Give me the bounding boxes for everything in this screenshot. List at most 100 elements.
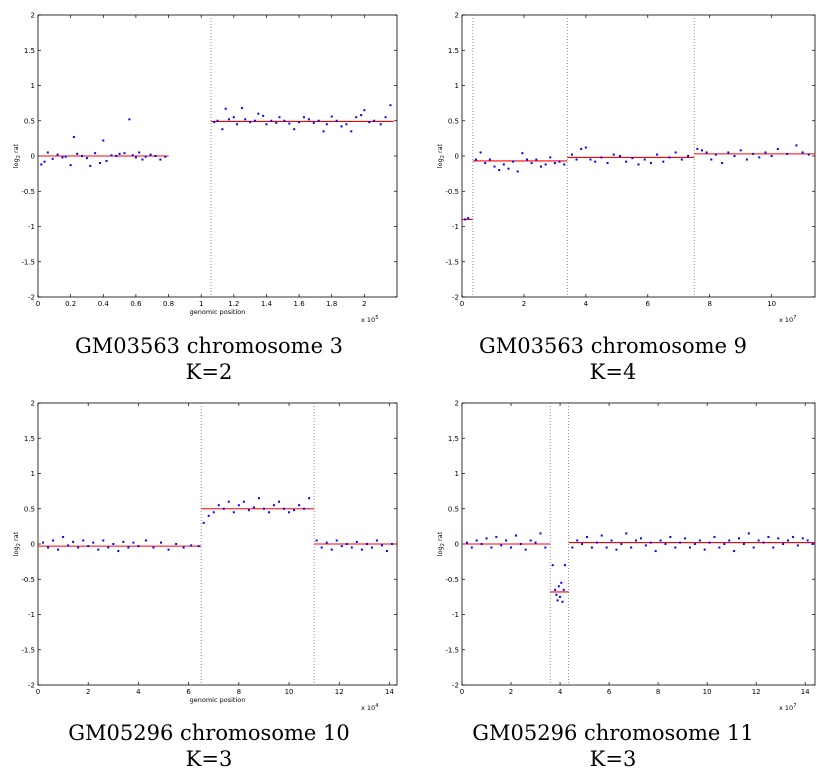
data-point (254, 119, 257, 122)
scatter-plot-gm05296-chr11: -2 -1.5 -1 -0.5 0 0.5 1 1.5 2 0 2 4 6 8 10 12 14 x 107 log… (436, 400, 816, 712)
y-tick-label: -0.5 (21, 188, 35, 196)
data-point (144, 539, 147, 542)
y-tick-label: 0 (455, 541, 459, 549)
data-point (505, 539, 508, 542)
data-point (464, 218, 467, 221)
data-point (631, 157, 634, 160)
data-point (615, 548, 618, 551)
data-point (345, 123, 348, 126)
data-point (796, 544, 799, 547)
data-point (40, 163, 43, 166)
data-point (213, 121, 216, 124)
caption-title: GM03563 chromosome 3 (74, 334, 344, 358)
data-point (149, 153, 152, 156)
data-point (662, 160, 665, 163)
data-point (97, 548, 100, 551)
x-axis-multiplier-base: x 10 (779, 704, 793, 712)
data-point (738, 537, 741, 540)
data-point (485, 537, 488, 540)
data-point (61, 156, 64, 159)
x-tick-label: 1.8 (326, 300, 337, 308)
chart-panel-gm03563-chr3: -2 -1.5 -1 -0.5 0 0.5 1 1.5 2 0 0.2 0.4 0.6 0.8 1 1.2 1.… (0, 0, 408, 330)
caption-title: GM05296 chromosome 10 (68, 721, 350, 745)
data-point (733, 155, 736, 157)
data-point (479, 151, 482, 154)
data-point (350, 546, 353, 549)
data-point (544, 163, 547, 166)
data-point (757, 539, 760, 542)
data-point (625, 160, 628, 163)
data-point (87, 545, 90, 548)
data-point (776, 147, 779, 150)
data-point (556, 599, 559, 602)
data-point (500, 544, 503, 547)
data-point (99, 162, 102, 165)
data-point (122, 540, 125, 543)
data-point (554, 588, 557, 591)
data-point (360, 114, 363, 117)
data-point (303, 507, 306, 510)
data-point (811, 543, 814, 545)
x-tick-label: 1.6 (294, 300, 306, 308)
data-point (806, 539, 809, 542)
data-point (123, 152, 126, 155)
data-point (57, 548, 60, 551)
data-point (340, 125, 343, 128)
y-tick-label: -2 (452, 294, 459, 302)
y-axis-label-suffix: rat (436, 143, 444, 155)
data-point (340, 545, 343, 548)
x-tick-label: 8 (656, 688, 660, 696)
data-point (742, 543, 745, 545)
data-point (654, 550, 657, 553)
data-point (51, 157, 54, 160)
data-point (355, 540, 358, 543)
x-tick-label: 6 (607, 688, 612, 696)
y-tick-label: -0.5 (445, 188, 459, 196)
data-point (625, 532, 628, 535)
y-tick-label: -1 (452, 223, 459, 231)
y-tick-label: -1 (28, 223, 35, 231)
y-tick-label: -0.5 (445, 576, 459, 584)
data-point (118, 152, 121, 155)
data-point (207, 514, 210, 517)
x-axis-multiplier: x 105 (361, 315, 378, 324)
data-point (363, 109, 366, 112)
x-axis-multiplier-base: x 10 (361, 316, 375, 324)
y-tick-label: 0.5 (24, 117, 35, 125)
y-tick-label: 1 (31, 470, 35, 478)
data-point (373, 119, 376, 122)
data-point (283, 119, 286, 122)
x-tick-label: 1 (199, 300, 203, 308)
data-point (317, 119, 320, 122)
data-point (242, 500, 245, 503)
data-point (529, 539, 532, 542)
x-axis-label: genomic position (190, 696, 246, 704)
data-point (267, 511, 270, 514)
data-point (786, 152, 789, 155)
data-point (72, 135, 75, 138)
data-point (758, 156, 761, 159)
data-point (77, 546, 80, 549)
x-tick-label: 2 (86, 688, 90, 696)
data-point (330, 115, 333, 118)
data-point (708, 541, 711, 544)
y-tick-label: 1.5 (448, 435, 459, 443)
data-point (182, 546, 185, 549)
data-point (370, 546, 373, 549)
data-point (82, 539, 85, 542)
data-point (127, 546, 130, 549)
data-point (524, 548, 527, 551)
data-point (521, 152, 524, 155)
data-point (674, 151, 677, 154)
data-point (132, 541, 135, 544)
x-axis-multiplier-exponent: 4 (375, 703, 378, 709)
data-point (684, 537, 687, 540)
data-point (534, 541, 537, 544)
x-tick-label: 0.4 (98, 300, 110, 308)
data-point (705, 151, 708, 154)
data-point (687, 155, 690, 157)
x-axis-multiplier: x 104 (361, 703, 378, 712)
y-tick-label: -1 (452, 611, 459, 619)
data-point (762, 541, 765, 544)
x-tick-label: 2 (509, 688, 513, 696)
